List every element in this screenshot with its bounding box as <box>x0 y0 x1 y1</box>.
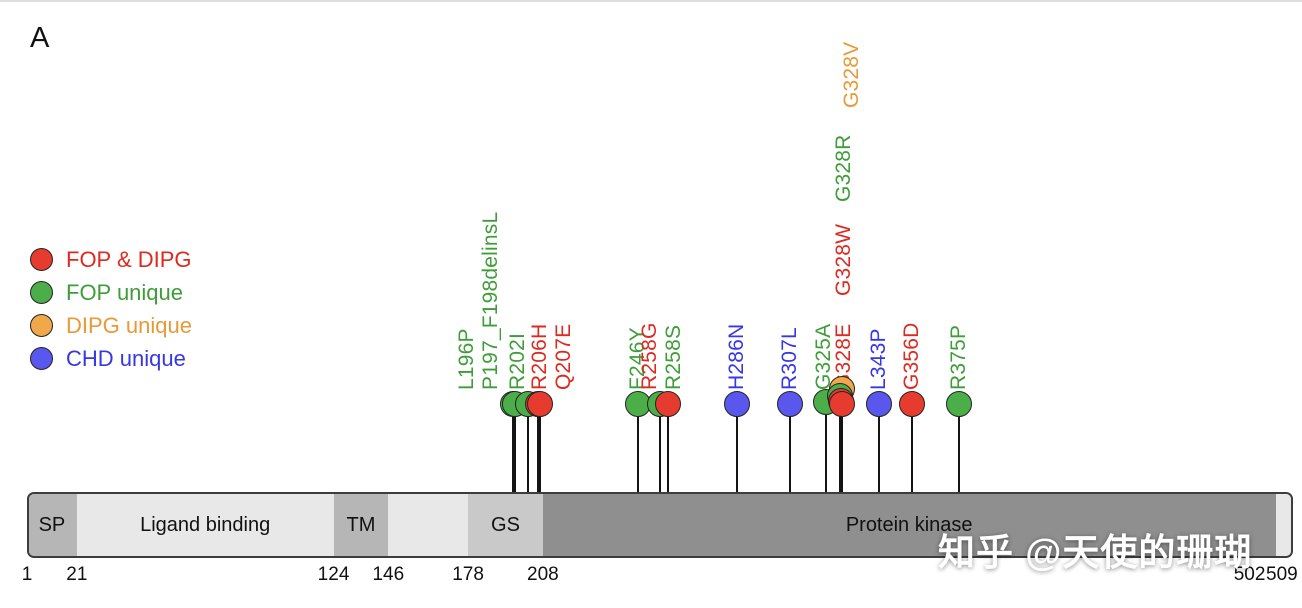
legend-dot-icon <box>30 314 53 337</box>
axis-tick-509: 509 <box>1266 564 1298 585</box>
axis-tick-208: 208 <box>527 564 559 585</box>
legend-dot-icon <box>30 347 53 370</box>
domain-label: Protein kinase <box>845 513 973 536</box>
domain-sp: SP <box>29 494 77 556</box>
mutation-stem-r206h <box>536 404 539 492</box>
watermark: 知乎 @天使的珊瑚 <box>938 532 1253 573</box>
mutation-stem-p197-f198delinsl <box>514 404 517 492</box>
legend-item-fop-dipg: FOP & DIPG <box>30 243 192 276</box>
domain-label: Ligand binding <box>140 513 271 536</box>
mutation-label-r375p: R375P <box>947 324 971 390</box>
mutation-stem-l343p <box>878 404 881 492</box>
mutation-stem-r258g <box>667 404 670 492</box>
mutation-label-p197-f198delinsl: P197_F198delinsL <box>479 211 503 390</box>
axis-tick-178: 178 <box>452 564 484 585</box>
mutation-dot-r258g <box>655 391 682 417</box>
mutation-label-l196p: L196P <box>454 328 478 390</box>
axis-tick-146: 146 <box>372 564 405 585</box>
legend-label: FOP & DIPG <box>66 246 192 272</box>
mutation-stem-r307l <box>788 404 791 492</box>
mutation-stem-r258s <box>659 404 662 492</box>
mutation-stem-r375p <box>958 404 961 492</box>
legend-item-fop: FOP unique <box>30 276 192 309</box>
mutation-label-r258g: R258G <box>638 322 662 390</box>
domain-protein-kinase: Protein kinase <box>542 494 1276 556</box>
mutation-stem-h286n <box>736 404 739 492</box>
mutation-label-l343p: L343P <box>867 328 891 390</box>
mutation-label-g328w: G328W <box>831 223 855 296</box>
panel-label: A <box>30 22 50 54</box>
legend-item-dipg: DIPG unique <box>30 309 192 342</box>
mutation-dot-g356d <box>898 391 925 417</box>
mutation-label-r206h: R206H <box>527 323 551 390</box>
mutation-label-g356d: G356D <box>899 322 923 390</box>
mutation-label-r202i: R202I <box>505 332 529 390</box>
legend-label: CHD unique <box>66 345 186 371</box>
mutation-dot-q207e <box>527 391 554 417</box>
mutation-label-r258s: R258S <box>662 324 686 390</box>
mutation-dot-g328e <box>828 391 855 417</box>
mutation-stem-l196p <box>511 404 514 492</box>
mutation-dot-r375p <box>946 391 973 417</box>
top-divider <box>0 0 1302 2</box>
mutation-stem-r202i <box>526 404 529 492</box>
domain-label: SP <box>38 513 66 536</box>
axis-tick-124: 124 <box>317 564 350 585</box>
legend-label: FOP unique <box>66 279 184 305</box>
mutation-label-r307l: R307L <box>777 327 801 390</box>
domain-gs: GS <box>468 494 543 556</box>
domain-tm: TM <box>333 494 389 556</box>
axis-tick-21: 21 <box>66 564 88 585</box>
mutation-stem-q207e <box>539 404 542 492</box>
mutation-stem-g328e <box>840 404 843 492</box>
mutation-stem-g325a <box>825 402 828 492</box>
domain-linker <box>388 494 469 556</box>
mutation-label-h286n: H286N <box>725 323 749 390</box>
mutation-dot-r307l <box>776 391 803 417</box>
mutation-dot-l343p <box>866 391 893 417</box>
legend-dot-icon <box>30 281 53 304</box>
domain-ligand-binding: Ligand binding <box>76 494 334 556</box>
mutation-label-g328r: G328R <box>831 134 855 202</box>
axis-tick-1: 1 <box>21 564 33 585</box>
protein-domain-bar: SP Ligand binding TM GS Protein kinase <box>27 492 1293 558</box>
domain-label: TM <box>346 513 376 536</box>
domain-linker <box>1275 494 1291 556</box>
axis-tick-502: 502 <box>1233 564 1266 585</box>
mutation-stem-f246y <box>636 404 639 492</box>
legend-item-chd: CHD unique <box>30 342 192 375</box>
legend: FOP & DIPG FOP unique DIPG unique CHD uniqu… <box>30 243 192 375</box>
mutation-dot-h286n <box>724 391 751 417</box>
legend-dot-icon <box>30 248 53 271</box>
mutation-label-q207e: Q207E <box>552 323 576 390</box>
domain-label: GS <box>491 513 520 536</box>
mutation-label-g328v: G328V <box>839 41 863 108</box>
mutation-stem-g356d <box>910 404 913 492</box>
mutation-dot-f246y <box>624 391 651 417</box>
legend-label: DIPG unique <box>66 312 192 338</box>
